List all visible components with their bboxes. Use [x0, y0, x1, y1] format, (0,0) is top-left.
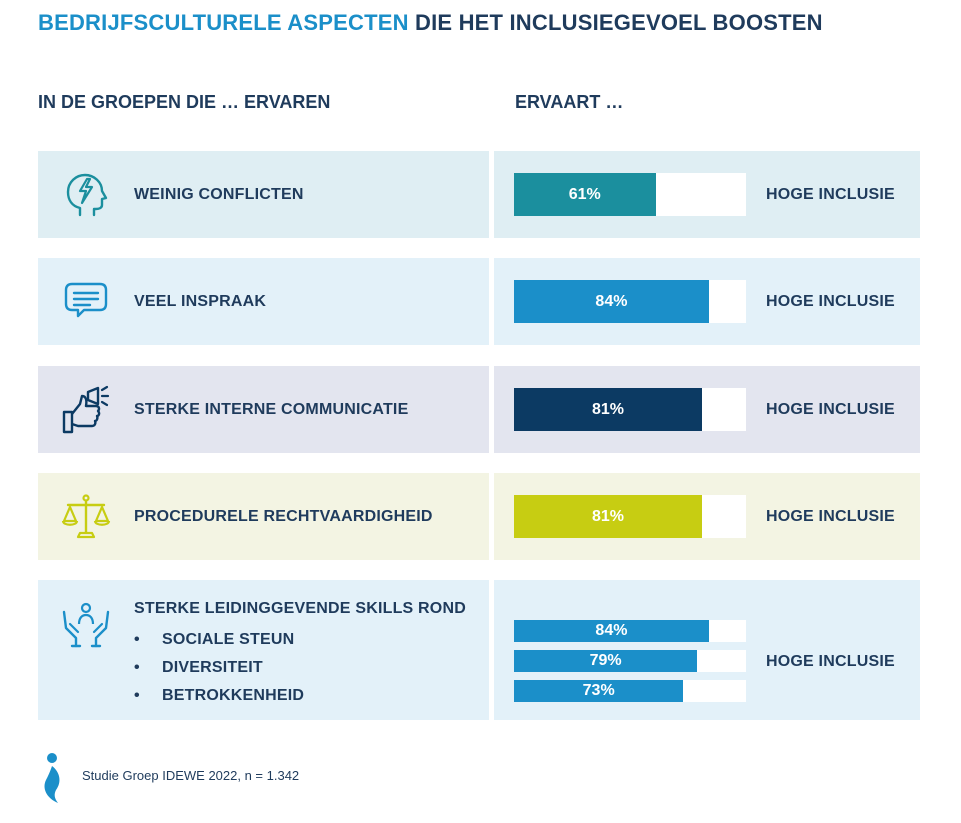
bar-fill — [514, 650, 698, 672]
bar-fill — [514, 680, 684, 702]
row-label: STERKE LEIDINGGEVENDE SKILLS ROND — [134, 600, 466, 617]
title-rest: DIE HET INCLUSIEGEVOEL BOOSTEN — [414, 10, 823, 35]
row-label: PROCEDURELE RECHTVAARDIGHEID — [134, 507, 433, 525]
bar-track: 79% — [514, 650, 746, 672]
hands-person-icon — [58, 598, 114, 654]
left-column-header: IN DE GROEPEN DIE … ERVAREN — [38, 92, 331, 112]
idewe-logo-icon — [44, 753, 60, 803]
page-title: BEDRIJFSCULTURELE ASPECTEN DIE HET INCLU… — [38, 10, 823, 36]
bar-fill — [514, 173, 656, 216]
outcome-label: HOGE INCLUSIE — [766, 400, 895, 418]
bar-value-label: 84% — [595, 622, 628, 639]
scales-icon — [58, 489, 114, 545]
head-lightning-icon — [58, 167, 114, 223]
bullet-item: • BETROKKENHEID — [134, 687, 305, 704]
row-bar-panel: 81% HOGE INCLUSIE — [494, 366, 920, 453]
right-column-header: ERVAART … — [515, 92, 624, 112]
bar-value-label: 81% — [591, 507, 624, 525]
megaphone-thumbs-up-icon — [58, 382, 114, 438]
bar-value-label: 61% — [568, 185, 601, 203]
outcome-label: HOGE INCLUSIE — [766, 653, 895, 670]
bar-track: 73% — [514, 680, 746, 702]
title-accent: BEDRIJFSCULTURELE ASPECTEN — [38, 10, 409, 35]
bar-track: 84% — [514, 280, 746, 323]
bar-value-label: 73% — [582, 682, 615, 699]
footer-source: Studie Groep IDEWE 2022, n = 1.342 — [82, 768, 300, 783]
row-label: VEEL INSPRAAK — [134, 292, 267, 310]
row-label-panel: WEINIG CONFLICTEN — [38, 151, 489, 238]
row-label: WEINIG CONFLICTEN — [134, 185, 304, 203]
bar-track: 81% — [514, 388, 746, 431]
bar-track: 81% — [514, 495, 746, 538]
bar-track: 84% — [514, 620, 746, 642]
row-bar-panel: 84% 79% 73% HOGE INCLUSIE — [494, 580, 920, 720]
row-label-panel: STERKE LEIDINGGEVENDE SKILLS ROND • SOCIAL… — [38, 580, 489, 720]
bar-fill — [514, 280, 709, 323]
bar-value-label: 79% — [589, 652, 622, 669]
outcome-label: HOGE INCLUSIE — [766, 507, 895, 525]
bar-fill — [514, 495, 702, 538]
speech-bubbles-icon — [58, 274, 114, 330]
row-label-panel: PROCEDURELE RECHTVAARDIGHEID — [38, 473, 489, 560]
row-bar-panel: 81% HOGE INCLUSIE — [494, 473, 920, 560]
bar-track: 61% — [514, 173, 746, 216]
outcome-label: HOGE INCLUSIE — [766, 292, 895, 310]
bar-value-label: 84% — [595, 292, 628, 310]
bar-fill — [514, 388, 702, 431]
row-bar-panel: 61% HOGE INCLUSIE — [494, 151, 920, 238]
row-label-panel: STERKE INTERNE COMMUNICATIE — [38, 366, 489, 453]
bullet-list: • SOCIALE STEUN • DIVERSITEIT • BETROKKENHEID — [134, 626, 304, 710]
outcome-label: HOGE INCLUSIE — [766, 185, 895, 203]
row-bar-panel: 84% HOGE INCLUSIE — [494, 258, 920, 345]
bullet-item: • DIVERSITEIT — [134, 659, 263, 676]
row-label: STERKE INTERNE COMMUNICATIE — [134, 400, 409, 418]
bar-fill — [514, 620, 709, 642]
bar-value-label: 81% — [591, 400, 624, 418]
bullet-item: • SOCIALE STEUN — [134, 631, 295, 648]
row-label-panel: VEEL INSPRAAK — [38, 258, 489, 345]
